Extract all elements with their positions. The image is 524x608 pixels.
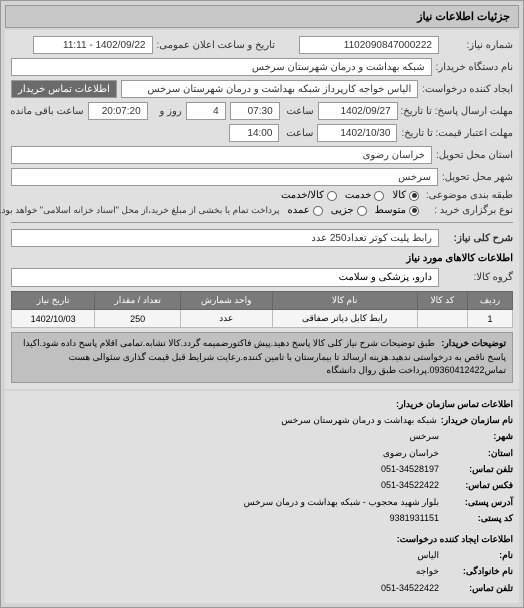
radio-icon	[374, 191, 384, 201]
table-row: 1 رابط کابل دیاتر صفاقی عدد 250 1402/10/…	[12, 310, 513, 328]
description-box: توضیحات خریدار: طبق توضیحات شرح نیاز کلی…	[11, 332, 513, 383]
description-label: توضیحات خریدار:	[441, 337, 506, 351]
table-header: واحد شمارش	[180, 292, 272, 310]
type-option-medium[interactable]: متوسط	[375, 205, 419, 216]
requester-value: الیاس خواجه کارپرداز شبکه بهداشت و درمان…	[121, 80, 418, 98]
org-name-label: نام سازمان خریدار:	[441, 413, 513, 427]
contact-postal-value: بلوار شهید محجوب - شبکه بهداشت و درمان س…	[244, 495, 439, 509]
category-label: طبقه بندی موضوعی:	[423, 190, 513, 201]
radio-label: جزیی	[331, 205, 354, 216]
requester-info-title: اطلاعات ایجاد کننده درخواست:	[397, 532, 513, 546]
contact-postcode-value: 9381931151	[390, 511, 439, 525]
buyer-org-label: نام دستگاه خریدار:	[436, 62, 513, 73]
deadline-price-date: 1402/10/30	[317, 124, 397, 142]
announce-date-label: تاریخ و ساعت اعلان عمومی:	[157, 40, 276, 51]
table-header: تعداد / مقدار	[95, 292, 181, 310]
type-label: نوع برگزاری خرید :	[423, 205, 513, 216]
table-cell: 250	[95, 310, 181, 328]
deadline-price-time: 14:00	[229, 124, 279, 142]
days-label: روز و	[152, 106, 182, 117]
deadline-price-label: مهلت اعتبار قیمت: تا تاریخ:	[401, 128, 513, 139]
table-cell: 1402/10/03	[12, 310, 95, 328]
contact-phone-label: تلفن تماس:	[443, 462, 513, 476]
table-header: کد کالا	[417, 292, 467, 310]
radio-label: خدمت	[345, 190, 372, 201]
type-option-minor[interactable]: جزیی	[331, 205, 367, 216]
contact-fax-label: فکس تماس:	[443, 478, 513, 492]
contact-city-label: شهر:	[443, 429, 513, 443]
requester-label: ایجاد کننده درخواست:	[422, 84, 513, 95]
radio-label: کالا	[392, 190, 406, 201]
radio-icon	[357, 206, 367, 216]
radio-icon	[409, 191, 419, 201]
table-cell	[417, 310, 467, 328]
contact-phone-value: 051-34528197	[381, 462, 439, 476]
need-title-value: رابط پلیت کوتر تعداد250 عدد	[11, 229, 439, 247]
radio-label: کالا/خدمت	[281, 190, 324, 201]
deadline-send-label: مهلت ارسال پاسخ: تا تاریخ:	[402, 106, 513, 117]
contact-province-value: خراسان رضوی	[383, 446, 439, 460]
group-label: گروه کالا:	[443, 272, 513, 283]
category-option-service[interactable]: خدمت	[345, 190, 385, 201]
goods-section-title: اطلاعات کالاهای مورد نیاز	[11, 253, 513, 264]
city-value: سرخس	[11, 168, 438, 186]
days-value: 4	[186, 102, 226, 120]
req-name-value: الیاس	[417, 548, 439, 562]
req-family-label: نام خانوادگی:	[443, 564, 513, 578]
radio-icon	[327, 191, 337, 201]
deadline-price-time-label: ساعت	[283, 128, 313, 139]
table-cell: 1	[468, 310, 513, 328]
req-family-value: خواجه	[416, 564, 439, 578]
contact-fax-value: 051-34522422	[381, 478, 439, 492]
req-phone-label: تلفن تماس:	[443, 581, 513, 595]
announce-date-value: 1402/09/22 - 11:11	[33, 36, 153, 54]
request-number-label: شماره نیاز:	[443, 40, 513, 51]
type-option-major[interactable]: عمده	[288, 205, 323, 216]
table-header: تاریخ نیاز	[12, 292, 95, 310]
buyer-org-value: شبکه بهداشت و درمان شهرستان سرخس	[11, 58, 432, 76]
deadline-send-time: 07:30	[230, 102, 280, 120]
province-value: خراسان رضوی	[11, 146, 432, 164]
remain-time: 20:07:20	[88, 102, 148, 120]
buyer-contact-button[interactable]: اطلاعات تماس خریدار	[11, 80, 117, 98]
contact-province-label: استان:	[443, 446, 513, 460]
contact-postal-label: آدرس پستی:	[443, 495, 513, 509]
remain-time-label: ساعت باقی مانده	[11, 106, 84, 117]
radio-label: عمده	[288, 205, 310, 216]
radio-icon	[409, 206, 419, 216]
page-title: جزئیات اطلاعات نیاز	[5, 5, 519, 28]
table-header: نام کالا	[272, 292, 417, 310]
req-name-label: نام:	[443, 548, 513, 562]
payment-note: پرداخت تمام یا بخشی از مبلغ خرید،از محل …	[11, 205, 280, 216]
table-header: ردیف	[468, 292, 513, 310]
req-phone-value: 051-34522422	[381, 581, 439, 595]
contact-city-value: سرخس	[409, 429, 439, 443]
province-label: استان محل تحویل:	[436, 150, 513, 161]
request-number-value: 1102090847000222	[299, 36, 439, 54]
contact-section-title: اطلاعات تماس سازمان خریدار:	[396, 397, 513, 411]
category-option-both[interactable]: کالا/خدمت	[281, 190, 337, 201]
group-value: دارو، پزشکی و سلامت	[11, 268, 439, 287]
type-radio-group: متوسط جزیی عمده	[288, 205, 420, 216]
deadline-send-time-label: ساعت	[284, 106, 314, 117]
city-label: شهر محل تحویل:	[442, 172, 513, 183]
radio-label: متوسط	[375, 205, 406, 216]
org-name-value: شبکه بهداشت و درمان شهرستان سرخس	[281, 413, 437, 427]
table-cell: رابط کابل دیاتر صفاقی	[272, 310, 417, 328]
category-radio-group: کالا خدمت کالا/خدمت	[281, 190, 419, 201]
goods-table: ردیف کد کالا نام کالا واحد شمارش تعداد /…	[11, 291, 513, 328]
radio-icon	[313, 206, 323, 216]
category-option-goods[interactable]: کالا	[392, 190, 419, 201]
table-cell: عدد	[180, 310, 272, 328]
deadline-send-date: 1402/09/27	[318, 102, 398, 120]
contact-postcode-label: کد پستی:	[443, 511, 513, 525]
description-text: طبق توضیحات شرح نیاز کلی کالا پاسخ دهید.…	[23, 338, 506, 375]
need-title-label: شرح کلی نیاز:	[443, 233, 513, 244]
